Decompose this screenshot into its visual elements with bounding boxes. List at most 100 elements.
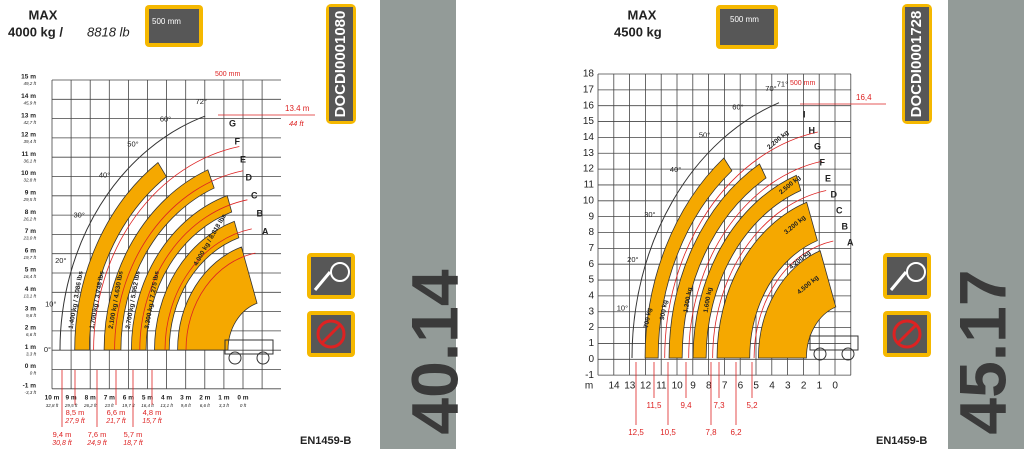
y-tick-label: 4 m	[25, 286, 36, 293]
y-tick-label: 7 m	[25, 228, 36, 235]
y-tick-label: 39,4 ft	[23, 139, 36, 144]
y-tick-label: 3	[588, 306, 594, 317]
x-tick-label: 2	[801, 381, 807, 392]
x-tick-label: 6	[738, 381, 744, 392]
x-tick-label: 8	[706, 381, 712, 392]
x-tick-label: m	[585, 381, 593, 392]
x-tick-label: 9 m	[65, 395, 76, 402]
y-tick-label: 8 m	[25, 209, 36, 216]
zone-arc	[139, 199, 248, 351]
doc-code: DOCDI0001080	[332, 11, 349, 118]
boom-angle: 60°	[160, 115, 171, 124]
x-tick-label: 4	[769, 381, 775, 392]
boom-angle: 60°	[732, 103, 743, 112]
zone-letter: F	[235, 136, 241, 146]
y-tick-label: 5 m	[25, 267, 36, 274]
y-tick-label: 8	[588, 227, 594, 238]
zone-letter: C	[251, 190, 258, 200]
x-tick-label: 0 ft	[240, 403, 247, 408]
boom-angle: 72°	[196, 97, 207, 106]
zone-arc	[753, 240, 834, 359]
load-capacity: 1.200 kg	[683, 287, 694, 314]
y-tick-label: 23,0 ft	[22, 236, 36, 241]
y-tick-label: 10	[583, 195, 595, 206]
y-tick-label: 1	[588, 338, 594, 349]
machine	[809, 335, 859, 351]
y-tick-label: 0	[588, 354, 594, 365]
y-tick-label: 13,1 ft	[23, 293, 36, 298]
machine-wheel	[841, 347, 855, 361]
outer-envelope	[631, 102, 780, 359]
y-tick-label: 5	[588, 275, 594, 286]
y-tick-label: 17	[583, 84, 595, 95]
y-tick-label: 18	[583, 69, 595, 80]
reach-label: 7,6 m	[88, 430, 107, 439]
x-tick-label: 32,8 ft	[46, 403, 59, 408]
y-tick-label: 13 m	[21, 112, 36, 119]
x-tick-label: 5 m	[142, 395, 153, 402]
reach-label: 11,5	[647, 401, 663, 410]
boom-angle: 20°	[627, 255, 638, 264]
y-tick-label: 32,8 ft	[23, 178, 36, 183]
x-tick-label: 1 m	[218, 395, 229, 402]
zone-letter: G	[814, 141, 821, 151]
y-tick-label: 42,7 ft	[23, 120, 36, 125]
zone-arc	[664, 131, 818, 359]
boom-angle: 40°	[670, 165, 681, 174]
x-tick-label: 16,4 ft	[141, 403, 154, 408]
zone-arc	[114, 170, 244, 351]
x-tick-label: 10 m	[45, 395, 60, 402]
y-tick-label: 15 m	[21, 74, 36, 81]
icon-group	[145, 4, 932, 357]
boom-angle: 40°	[99, 171, 110, 180]
boom-angle: 50°	[127, 140, 138, 149]
top-offset: 500 mm	[790, 80, 815, 87]
boom-angle: 20°	[55, 256, 66, 265]
y-tick-label: 9 m	[25, 190, 36, 197]
capacity: 4000 kg /	[8, 24, 63, 39]
y-tick-label: 49,2 ft	[23, 81, 36, 86]
y-tick-label: 14 m	[21, 93, 36, 100]
zone-letter: A	[262, 226, 269, 236]
x-tick-label: 0	[832, 381, 838, 392]
machine-wheel	[228, 351, 242, 365]
machine-wheel	[256, 351, 270, 365]
y-tick-label: 16,4 ft	[23, 274, 36, 279]
boom-angle: 50°	[699, 131, 710, 140]
y-tick-label: 29,5 ft	[22, 197, 36, 202]
zone-arc	[688, 160, 823, 359]
max-label: MAX	[29, 7, 58, 22]
capacity-alt: 8818 lb	[87, 24, 130, 39]
zone-letter: C	[836, 205, 843, 215]
x-tick-label: 26,2 ft	[83, 403, 97, 408]
y-tick-label: 14	[583, 132, 595, 143]
zone-letter: F	[820, 157, 826, 167]
y-tick-label: 3 m	[25, 305, 36, 312]
zone-letter: E	[240, 154, 246, 164]
x-tick-label: 29,5 ft	[64, 403, 78, 408]
x-tick-label: 3	[785, 381, 791, 392]
y-tick-label: 26,2 ft	[22, 216, 36, 221]
standard: EN1459-B	[876, 435, 927, 447]
zone-letter: A	[847, 237, 854, 247]
zone-arc	[164, 228, 252, 351]
reach-label: 12,5	[628, 428, 644, 437]
x-tick-label: 8 m	[85, 395, 96, 402]
zone-arc	[712, 190, 827, 359]
load-zone	[716, 201, 818, 359]
boom-angle: 30°	[74, 211, 85, 220]
x-tick-label: 9,8 ft	[181, 403, 192, 408]
load-zone	[668, 163, 767, 359]
reach-label: 5,7 m	[124, 430, 143, 439]
y-tick-label: 6,6 ft	[26, 332, 37, 337]
y-tick-label: 45,9 ft	[23, 100, 36, 105]
reach-label: 21,7 ft	[105, 418, 127, 425]
load-zone	[74, 161, 167, 351]
y-tick-label: 16	[583, 100, 595, 111]
max-height: 16,4	[856, 93, 872, 102]
model-number: 40.14	[397, 269, 471, 434]
x-tick-label: 14	[608, 381, 620, 392]
boom-angle: 10°	[45, 300, 56, 309]
y-tick-label: 6 m	[25, 247, 36, 254]
x-tick-label: 7	[722, 381, 728, 392]
